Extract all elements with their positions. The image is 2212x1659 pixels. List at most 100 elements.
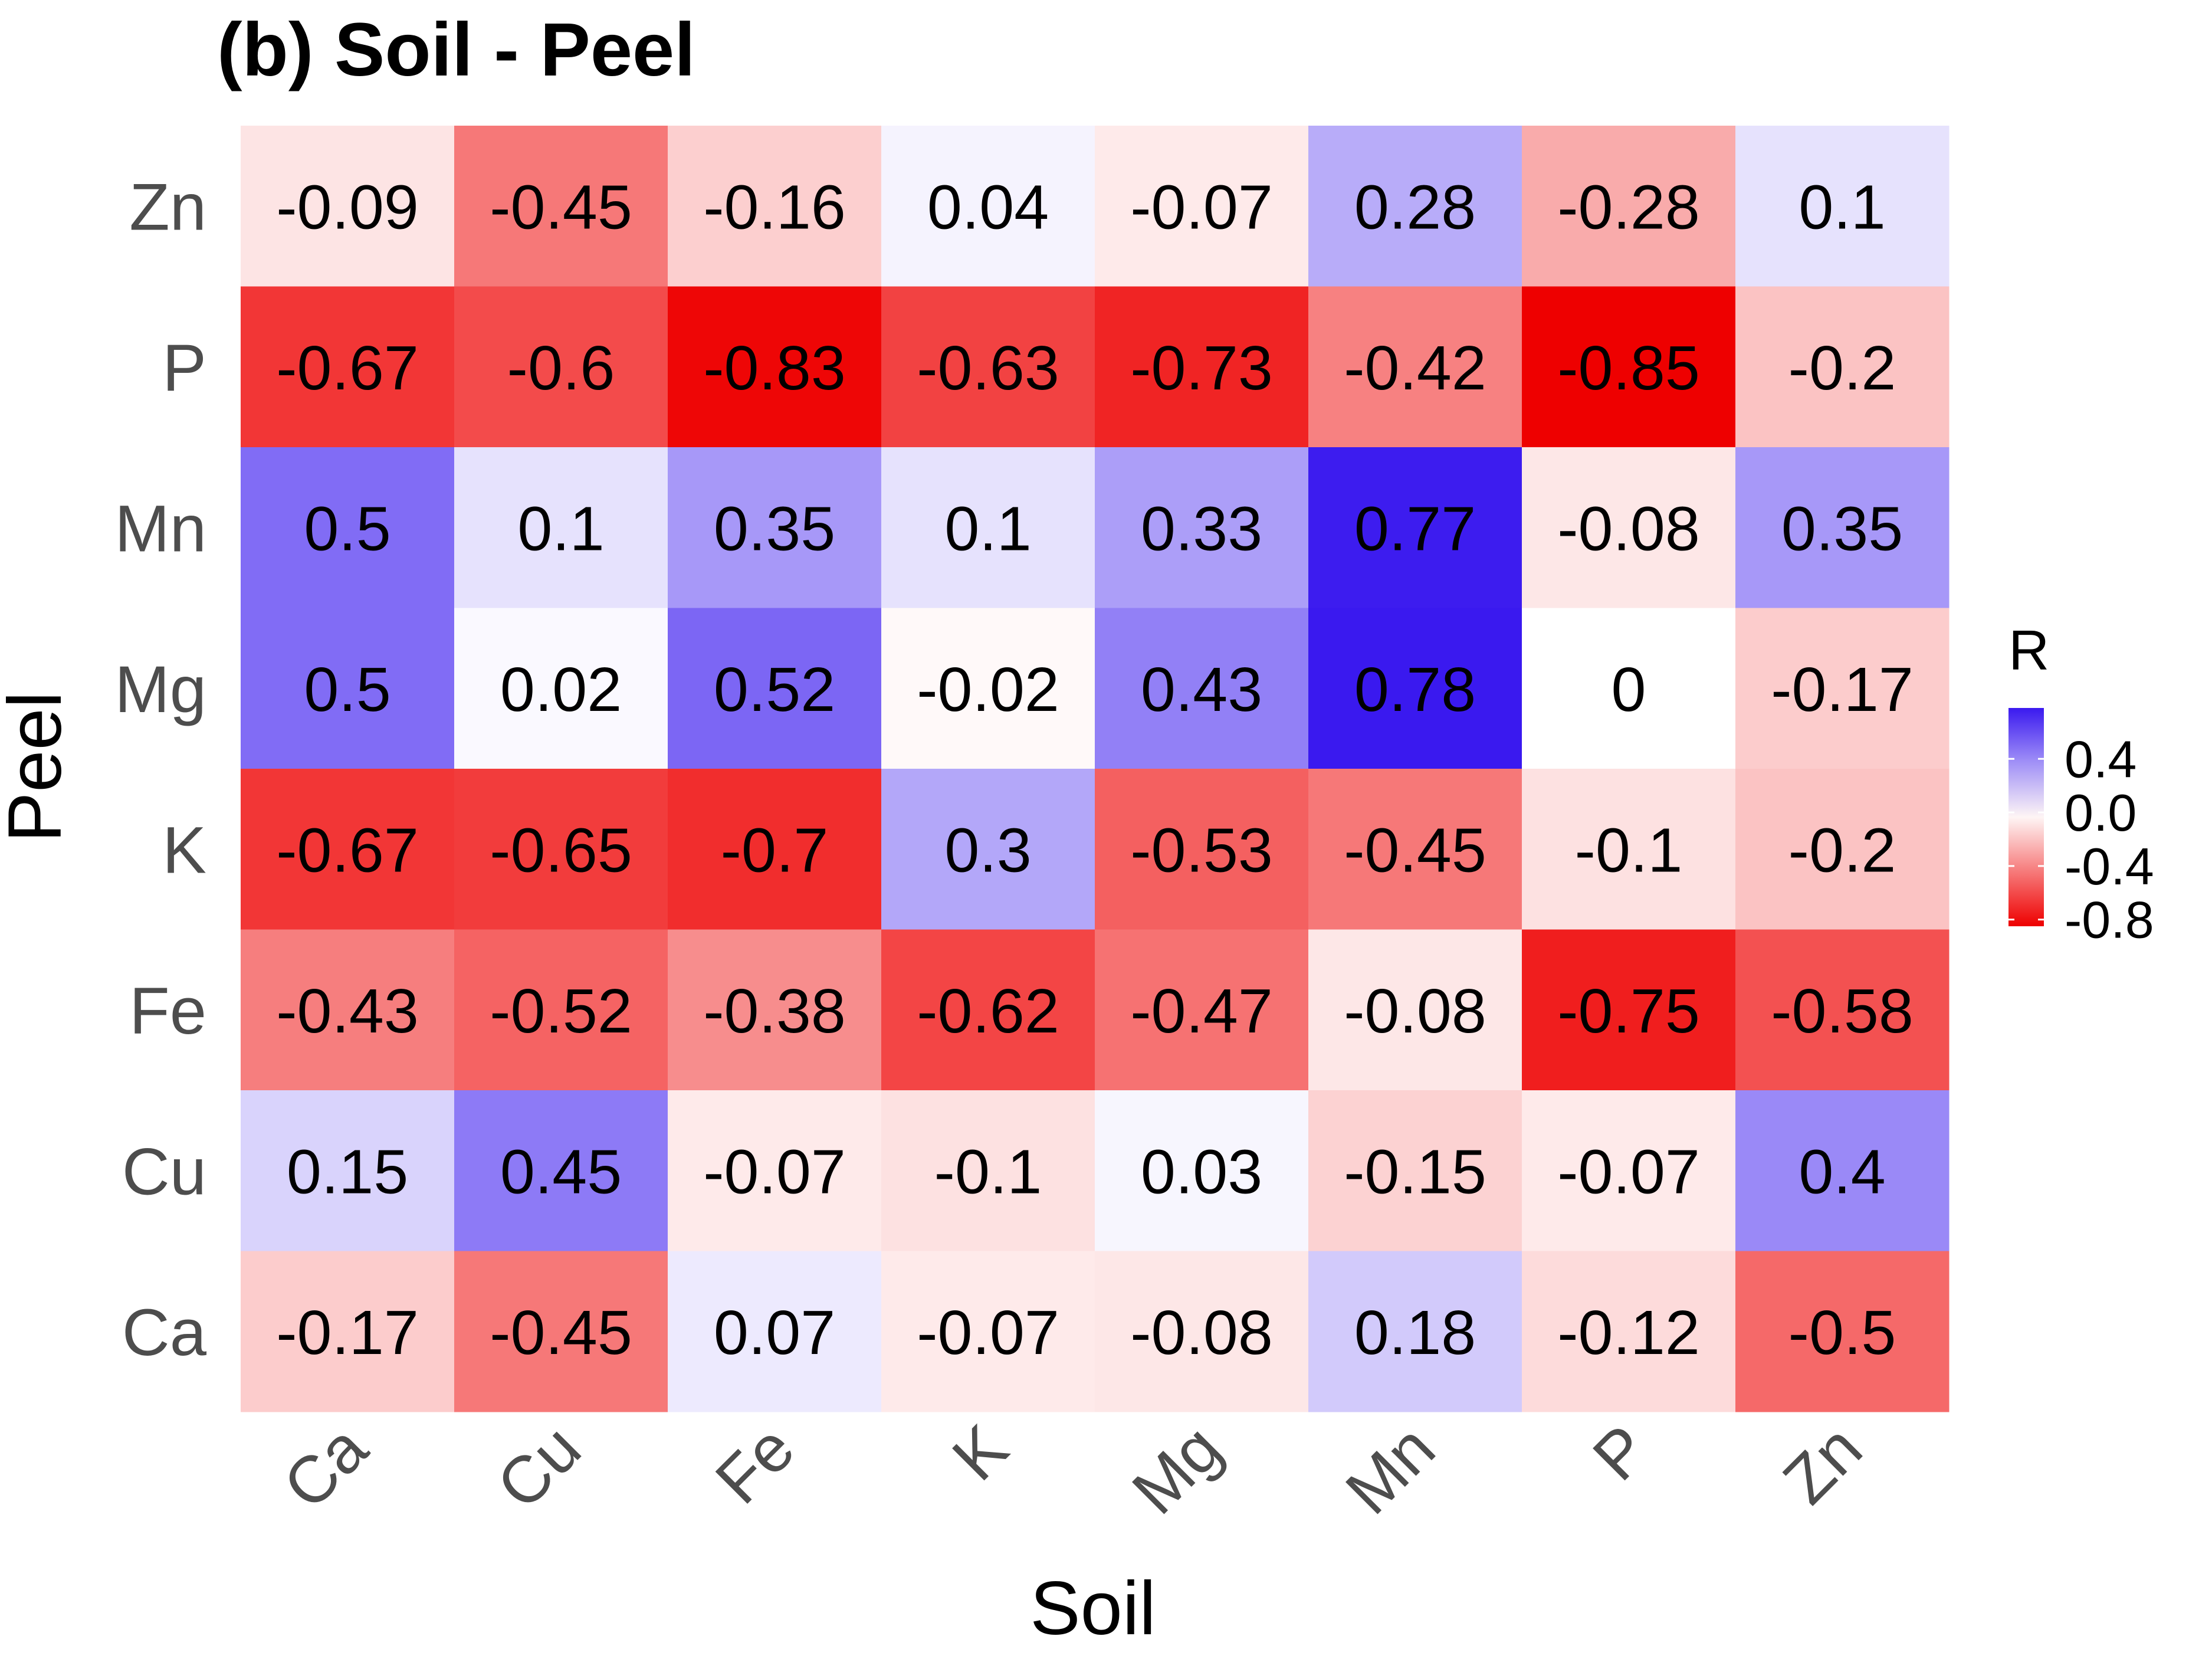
cell-value-label: -0.2 — [1788, 815, 1896, 885]
heatmap-cell — [1735, 1251, 1950, 1412]
heatmap-cell — [1522, 1251, 1736, 1412]
cell-value-label: 0.03 — [1141, 1137, 1262, 1206]
cell-value-label: -0.5 — [1788, 1298, 1896, 1368]
heatmap-cell — [881, 447, 1095, 608]
heatmap-cell — [668, 1251, 882, 1412]
cell-value-label: -0.43 — [276, 976, 419, 1046]
heatmap-cell — [1522, 447, 1736, 608]
heatmap-cell — [1095, 929, 1309, 1091]
cell-value-label: -0.12 — [1557, 1298, 1700, 1368]
heatmap-cell — [1308, 769, 1522, 930]
cell-value-label: -0.08 — [1130, 1298, 1273, 1368]
y-tick-label: Ca — [122, 1296, 207, 1369]
heatmap-cell — [1308, 286, 1522, 448]
heatmap-cell — [241, 769, 455, 930]
cell-value-label: -0.65 — [490, 815, 632, 885]
cell-value-label: -0.1 — [934, 1137, 1042, 1206]
heatmap-cell — [1735, 1090, 1950, 1251]
cell-value-label: 0.02 — [500, 655, 622, 724]
heatmap-cell — [881, 608, 1095, 769]
legend-tick-label: 0.0 — [2065, 783, 2136, 842]
heatmap-cell — [1522, 608, 1736, 769]
heatmap-cell — [1308, 1251, 1522, 1412]
heatmap-cell — [241, 1251, 455, 1412]
cell-value-label: 0.52 — [714, 655, 835, 724]
heatmap-cell — [668, 286, 882, 448]
cell-value-label: -0.75 — [1557, 976, 1700, 1046]
heatmap-cell — [881, 126, 1095, 287]
heatmap-cell — [1308, 929, 1522, 1091]
heatmap-cell — [241, 286, 455, 448]
heatmap-cell — [881, 1090, 1095, 1251]
heatmap-cells — [241, 126, 1950, 1412]
heatmap-cell — [668, 1090, 882, 1251]
heatmap-cell — [454, 447, 668, 608]
cell-value-label: 0.35 — [714, 494, 835, 563]
y-tick-label: Fe — [129, 974, 206, 1048]
heatmap-cell — [668, 126, 882, 287]
heatmap-cell — [454, 126, 668, 287]
legend-tick-label: -0.8 — [2065, 891, 2154, 949]
cell-value-label: -0.58 — [1771, 976, 1914, 1046]
heatmap-cell — [241, 1090, 455, 1251]
cell-value-label: -0.67 — [276, 333, 419, 403]
cell-value-label: -0.15 — [1344, 1137, 1486, 1206]
heatmap-cell — [668, 608, 882, 769]
cell-value-label: 0.78 — [1354, 655, 1476, 724]
cell-value-label: 0.33 — [1141, 494, 1262, 563]
heatmap-cell — [241, 608, 455, 769]
y-tick-label: Zn — [129, 170, 206, 244]
cell-value-label: -0.45 — [490, 172, 632, 242]
cell-value-label: -0.17 — [276, 1298, 419, 1368]
y-axis-title: Peel — [0, 691, 77, 842]
legend-tick-label: -0.4 — [2065, 837, 2154, 896]
heatmap-cell — [1522, 1090, 1736, 1251]
heatmap-cell — [1095, 1251, 1309, 1412]
y-tick-label: K — [162, 813, 206, 887]
y-tick-label: Mg — [114, 653, 206, 726]
cell-value-label: -0.85 — [1557, 333, 1700, 403]
heatmap-cell — [1735, 447, 1950, 608]
cell-value-label: -0.02 — [917, 655, 1059, 724]
cell-value-label: -0.53 — [1130, 815, 1273, 885]
cell-value-label: -0.52 — [490, 976, 632, 1046]
heatmap-cell — [1095, 1090, 1309, 1251]
heatmap-cell — [1095, 286, 1309, 448]
cell-value-label: 0.45 — [500, 1137, 622, 1206]
heatmap-cell — [1735, 286, 1950, 448]
heatmap-cell — [454, 929, 668, 1091]
x-tick-label: Fe — [701, 1411, 808, 1518]
heatmap-cell — [454, 1090, 668, 1251]
legend-tick-label: 0.4 — [2065, 730, 2136, 788]
cell-value-label: -0.08 — [1344, 976, 1486, 1046]
y-axis-ticks: Zn P Mn Mg K Fe Cu Ca — [114, 170, 206, 1369]
heatmap-cell — [1735, 769, 1950, 930]
cell-value-label: -0.38 — [703, 976, 846, 1046]
cell-value-label: -0.6 — [507, 333, 615, 403]
heatmap-cell — [1308, 608, 1522, 769]
cell-value-label: -0.08 — [1557, 494, 1700, 563]
cell-value-label: -0.17 — [1771, 655, 1914, 724]
heatmap-cell — [881, 769, 1095, 930]
legend-title: R — [2008, 619, 2049, 682]
cell-value-label: -0.07 — [703, 1137, 846, 1206]
heatmap-cell — [1308, 447, 1522, 608]
heatmap-cell — [1095, 447, 1309, 608]
cell-value-label: -0.83 — [703, 333, 846, 403]
cell-value-label: -0.07 — [1557, 1137, 1700, 1206]
cell-value-label: -0.73 — [1130, 333, 1273, 403]
heatmap-cell — [454, 769, 668, 930]
cell-value-label: -0.16 — [703, 172, 846, 242]
cell-value-label: -0.62 — [917, 976, 1059, 1046]
heatmap-cell — [241, 929, 455, 1091]
cell-value-label: -0.45 — [490, 1298, 632, 1368]
cell-value-label: 0.77 — [1354, 494, 1476, 563]
x-tick-label: Ca — [269, 1411, 381, 1523]
cell-value-label: -0.07 — [1130, 172, 1273, 242]
cell-value-label: -0.28 — [1557, 172, 1700, 242]
heatmap-cell — [1308, 126, 1522, 287]
y-tick-label: P — [162, 331, 206, 405]
cell-value-label: 0.35 — [1781, 494, 1903, 563]
cell-value-label: -0.47 — [1130, 976, 1273, 1046]
